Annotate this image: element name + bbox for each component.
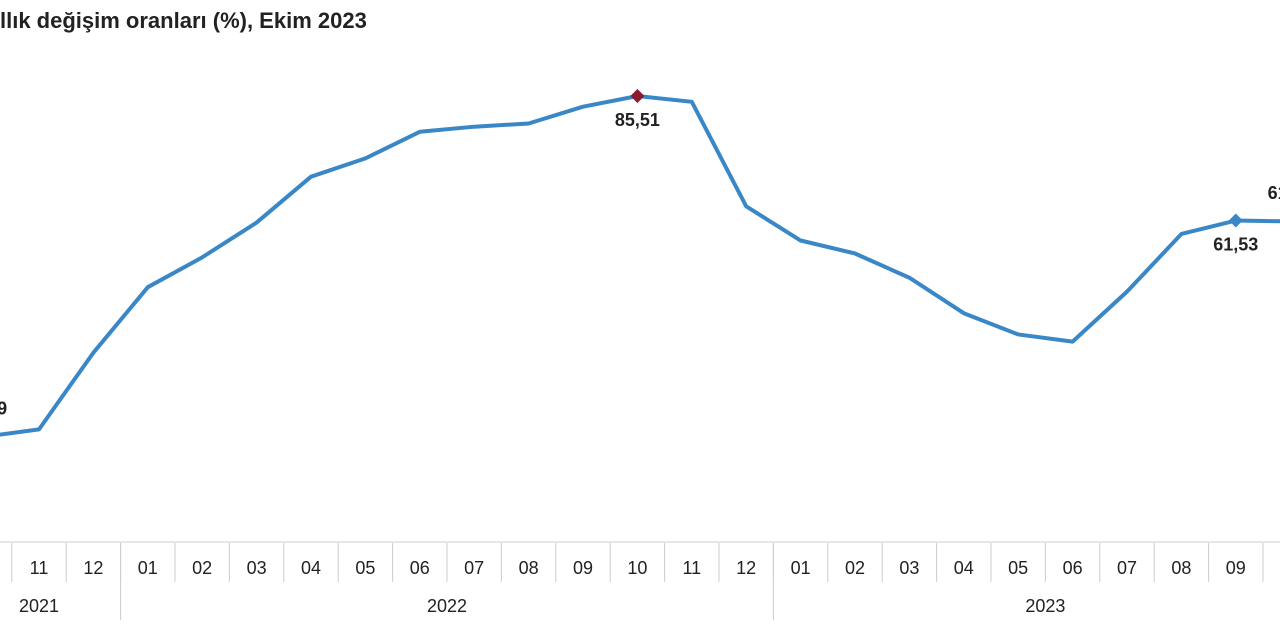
x-tick-label: 09 [573, 558, 593, 578]
value-label: 61,53 [1213, 234, 1258, 254]
x-tick-label: 06 [1063, 558, 1083, 578]
x-tick-label: 03 [247, 558, 267, 578]
chart-title: llık değişim oranları (%), Ekim 2023 [0, 8, 367, 33]
x-tick-label: 08 [1171, 558, 1191, 578]
x-tick-label: 07 [1117, 558, 1137, 578]
x-tick-label: 11 [30, 558, 49, 578]
year-label: 2022 [427, 596, 467, 616]
x-tick-label: 06 [410, 558, 430, 578]
x-tick-label: 12 [736, 558, 756, 578]
x-tick-label: 03 [899, 558, 919, 578]
year-label: 2021 [19, 596, 59, 616]
x-tick-label: 10 [627, 558, 647, 578]
value-label: 19,89 [0, 398, 7, 418]
x-tick-label: 12 [83, 558, 103, 578]
x-tick-label: 05 [355, 558, 375, 578]
x-tick-label: 09 [1226, 558, 1246, 578]
x-tick-label: 07 [464, 558, 484, 578]
x-tick-label: 01 [138, 558, 158, 578]
marker [1228, 213, 1243, 228]
year-label: 2023 [1025, 596, 1065, 616]
marker [630, 89, 645, 104]
value-label: 61,36 [1268, 183, 1280, 203]
x-tick-label: 04 [301, 558, 321, 578]
x-tick-label: 04 [954, 558, 974, 578]
value-label: 85,51 [615, 110, 660, 130]
x-tick-label: 11 [682, 558, 701, 578]
x-tick-label: 01 [791, 558, 811, 578]
x-tick-label: 02 [192, 558, 212, 578]
x-tick-label: 02 [845, 558, 865, 578]
x-tick-label: 05 [1008, 558, 1028, 578]
series-line [0, 94, 1280, 437]
x-tick-label: 08 [519, 558, 539, 578]
